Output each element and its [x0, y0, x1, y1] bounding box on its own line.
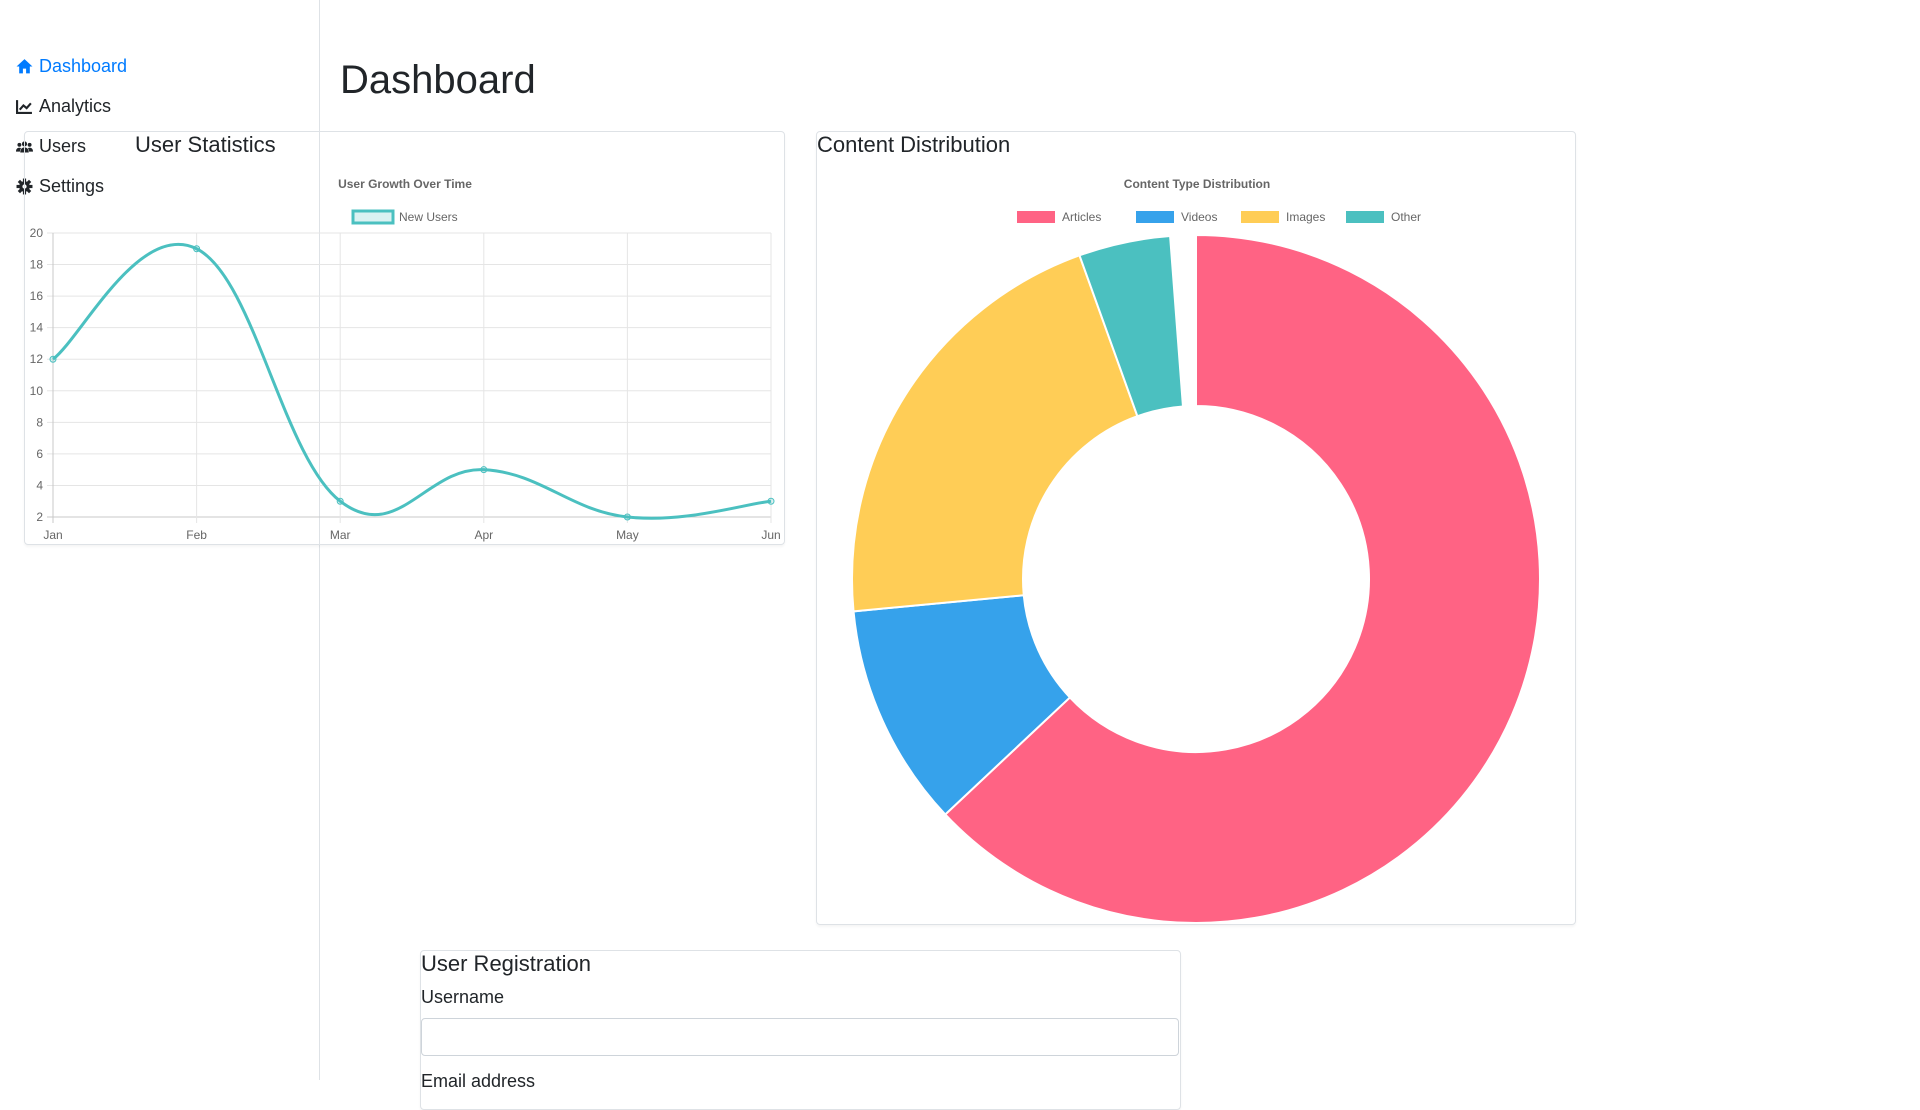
- sidebar: Dashboard Analytics Users Settings: [0, 0, 320, 1080]
- x-tick-label: May: [616, 528, 639, 542]
- card-title: Content Distribution: [817, 132, 1011, 157]
- legend-swatch: [351, 209, 395, 225]
- sidebar-item-users[interactable]: Users: [16, 136, 86, 157]
- sidebar-item-dashboard[interactable]: Dashboard: [16, 56, 127, 77]
- card-title: User Statistics: [135, 132, 276, 157]
- y-tick-label: 2: [36, 510, 43, 524]
- sidebar-item-settings[interactable]: Settings: [16, 176, 104, 197]
- sidebar-item-label: Analytics: [39, 96, 112, 116]
- content-distribution-card: Content Distribution Content Type Distri…: [816, 131, 1576, 925]
- data-point: [336, 497, 344, 505]
- legend-label: Other: [1391, 210, 1421, 224]
- legend-swatch: [1017, 211, 1055, 223]
- user-registration-card: User Registration Username Email address: [420, 950, 1181, 1110]
- x-tick-label: Mar: [330, 528, 351, 542]
- legend-swatch: [1346, 211, 1384, 223]
- y-tick-label: 20: [30, 226, 44, 240]
- data-point: [49, 355, 57, 363]
- y-tick-label: 14: [30, 321, 44, 335]
- sidebar-item-label: Settings: [39, 176, 105, 196]
- x-tick-label: Jun: [761, 528, 780, 542]
- y-tick-label: 8: [36, 415, 43, 429]
- slice-other: [1078, 234, 1185, 418]
- data-point: [767, 497, 775, 505]
- legend-swatch: [1241, 211, 1279, 223]
- data-point: [623, 513, 631, 521]
- email-label: Email address: [421, 1071, 536, 1091]
- page-title: Dashboard: [340, 58, 536, 102]
- y-tick-label: 10: [30, 384, 44, 398]
- card-title: User Registration: [421, 951, 591, 976]
- sidebar-item-label: Dashboard: [39, 56, 128, 76]
- y-tick-label: 18: [30, 258, 44, 272]
- username-label: Username: [421, 987, 505, 1007]
- series-line-new-users: [52, 242, 772, 520]
- username-input[interactable]: [421, 1018, 1179, 1056]
- legend-label: Images: [1286, 210, 1325, 224]
- y-tick-label: 6: [36, 447, 43, 461]
- chart-title: User Growth Over Time: [338, 177, 472, 191]
- x-tick-label: Apr: [474, 528, 493, 542]
- chart-title: Content Type Distribution: [1124, 177, 1270, 191]
- legend-label[interactable]: New Users: [399, 210, 458, 224]
- y-tick-label: 12: [30, 352, 44, 366]
- doughnut-chart: Content Type Distribution Articles Videos…: [851, 177, 1541, 924]
- legend-label: Articles: [1062, 210, 1101, 224]
- user-statistics-card: User Statistics User Growth Over Time Ne…: [24, 131, 785, 545]
- y-tick-label: 16: [30, 289, 44, 303]
- chart-line-icon: [16, 100, 32, 114]
- x-tick-label: Feb: [186, 528, 207, 542]
- x-tick-label: Jan: [43, 528, 62, 542]
- slice-articles: [943, 233, 1541, 924]
- legend-label: Videos: [1181, 210, 1217, 224]
- home-icon: [16, 59, 33, 74]
- sidebar-item-analytics[interactable]: Analytics: [16, 96, 111, 117]
- legend-swatch: [1136, 211, 1174, 223]
- y-tick-label: 4: [36, 478, 43, 492]
- data-point: [480, 466, 488, 474]
- slice-images: [851, 254, 1139, 613]
- data-point: [193, 245, 201, 253]
- line-chart: User Growth Over Time New Users 20 18 16 14…: [30, 177, 781, 542]
- sidebar-item-label: Users: [39, 136, 87, 156]
